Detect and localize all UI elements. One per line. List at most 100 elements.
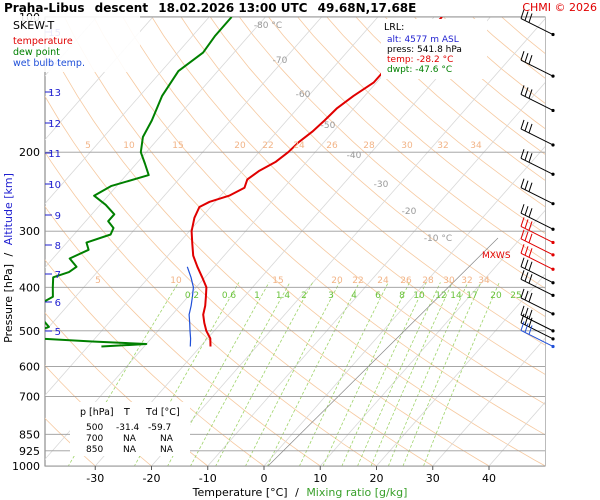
- table-cell: NA: [123, 434, 137, 444]
- mixing-ratio-label: 14: [450, 291, 462, 301]
- wind-barb-station: [551, 240, 555, 245]
- wind-barb: [520, 217, 555, 245]
- wind-barb-feather: [520, 270, 525, 280]
- isotherm-line: [45, 17, 210, 205]
- wind-barb-feather: [524, 246, 529, 256]
- dry-adiabat-label: 32: [461, 276, 472, 286]
- wind-barb-feather: [524, 206, 529, 216]
- dry-adiabat-line: [45, 259, 265, 466]
- wind-barb-feather: [528, 248, 533, 258]
- wind-barb-station: [551, 227, 555, 231]
- wind-barb-station: [551, 143, 555, 147]
- level-table-box: [70, 402, 190, 456]
- dry-adiabat-label: 30: [401, 141, 413, 151]
- wind-barb-shaft: [520, 330, 554, 347]
- table-cell: 500: [86, 423, 103, 433]
- dry-adiabat-label: 22: [262, 141, 273, 151]
- wind-barb-feather: [520, 204, 525, 214]
- pressure-tick-label: 925: [19, 445, 40, 458]
- data-layer: [45, 17, 443, 348]
- dry-adiabat-label: 10: [170, 276, 182, 286]
- isotherm-line: [207, 82, 545, 466]
- mixing-ratio-label: 6: [375, 291, 381, 301]
- wind-barb-feather: [520, 313, 525, 323]
- isotherm-line: [45, 17, 266, 269]
- dew-point-series-line: [45, 17, 233, 348]
- wind-barb-shaft: [520, 252, 554, 270]
- legend-item-temperature: temperature: [13, 36, 73, 47]
- dry-adiabat-label: 28: [422, 276, 434, 286]
- table-cell: NA: [160, 445, 174, 455]
- mixing-ratio-label: 4: [351, 291, 357, 301]
- altitude-tick-label: 13: [48, 88, 61, 99]
- wind-barb-station: [551, 267, 555, 271]
- dry-adiabat-label: 10: [123, 141, 135, 151]
- mixing-ratio-label: 8: [399, 291, 405, 301]
- pressure-tick-label: 400: [19, 281, 40, 294]
- altitude-tick-label: 8: [55, 241, 61, 252]
- wind-barb-station: [551, 281, 555, 285]
- wind-barb-feather: [528, 13, 533, 23]
- table-cell: NA: [160, 434, 174, 444]
- dry-adiabat-line: [45, 151, 378, 466]
- altitude-tick-label: 12: [48, 119, 61, 130]
- dry-adiabat-label: 32: [437, 141, 448, 151]
- isotherm-label: -40: [347, 151, 362, 161]
- table-header-t: T: [123, 407, 130, 418]
- temperature-tick-label: 0: [261, 472, 268, 485]
- wind-barb-feather: [528, 208, 533, 218]
- wind-barb-shaft: [520, 322, 554, 340]
- table-header-td: Td [°C]: [145, 407, 180, 418]
- x-axis-title-sep: /: [295, 486, 299, 499]
- lrl-dewpoint: dwpt: -47.6 °C: [387, 65, 452, 75]
- isotherm-line: [45, 17, 154, 141]
- altitude-tick-label: 9: [55, 211, 61, 222]
- dry-adiabat-line: [64, 17, 545, 466]
- mixing-ratio-label: 25: [510, 291, 521, 301]
- x-axis-title-temp: Temperature [°C]: [192, 486, 288, 499]
- temperature-tick-label: -10: [199, 472, 217, 485]
- wind-barb-feather: [528, 153, 533, 163]
- table-cell: 700: [86, 434, 103, 444]
- wind-barb-feather: [528, 55, 533, 65]
- wind-barb-feather: [520, 85, 525, 95]
- table-cell: -59.7: [148, 423, 171, 433]
- dry-adiabat-label: 34: [478, 276, 490, 286]
- x-axis-title: Temperature [°C] / Mixing ratio [g/kg]: [192, 486, 408, 499]
- wind-barb-feather: [528, 292, 533, 303]
- wind-barb: [520, 204, 555, 231]
- wind-barb-feather: [520, 321, 525, 331]
- dry-adiabat-line: [45, 205, 322, 466]
- lrl-temperature: temp: -28.2 °C: [387, 55, 453, 65]
- level-table: p [hPa] T Td [°C] 500 -31.4 -59.7 700 NA…: [70, 402, 190, 456]
- dry-adiabat-label: 24: [293, 141, 305, 151]
- isotherm-line: [45, 17, 323, 332]
- wind-barb-feather: [524, 151, 529, 161]
- wind-barb: [520, 321, 555, 349]
- legend-title: SKEW-T: [13, 19, 55, 32]
- dry-adiabat-label: 22: [352, 276, 363, 286]
- wind-barb-feather: [520, 229, 525, 239]
- lrl-pressure: press: 541.8 hPa: [387, 45, 462, 55]
- wind-barb-feather: [528, 221, 533, 231]
- dry-adiabat-line: [326, 17, 545, 208]
- wind-barb-shaft: [520, 94, 554, 111]
- wind-barb-feather: [528, 233, 533, 243]
- x-axis-title-mix: Mixing ratio [g/kg]: [306, 486, 407, 499]
- legend: SKEW-T temperature dew point wet bulb te…: [10, 16, 140, 72]
- wind-barb-feather: [520, 288, 525, 299]
- wind-barb: [520, 305, 555, 333]
- mixing-ratio-line: [215, 282, 314, 466]
- pressure-tick-label: 300: [19, 225, 40, 238]
- dry-adiabat-line: [268, 17, 545, 262]
- lrl-box: [381, 19, 487, 79]
- altitude-tick-label: 7: [55, 270, 61, 281]
- wind-barb-station: [551, 312, 555, 316]
- mxws-label: MXWS: [482, 251, 511, 261]
- isotherm-label: -70: [273, 56, 288, 66]
- wind-barb-station: [551, 337, 555, 341]
- mixing-ratio-label: 0.2: [185, 291, 199, 301]
- altitude-tick-label: 11: [48, 149, 61, 160]
- wind-barb-feather: [528, 182, 533, 192]
- wind-barb-feather: [520, 149, 525, 159]
